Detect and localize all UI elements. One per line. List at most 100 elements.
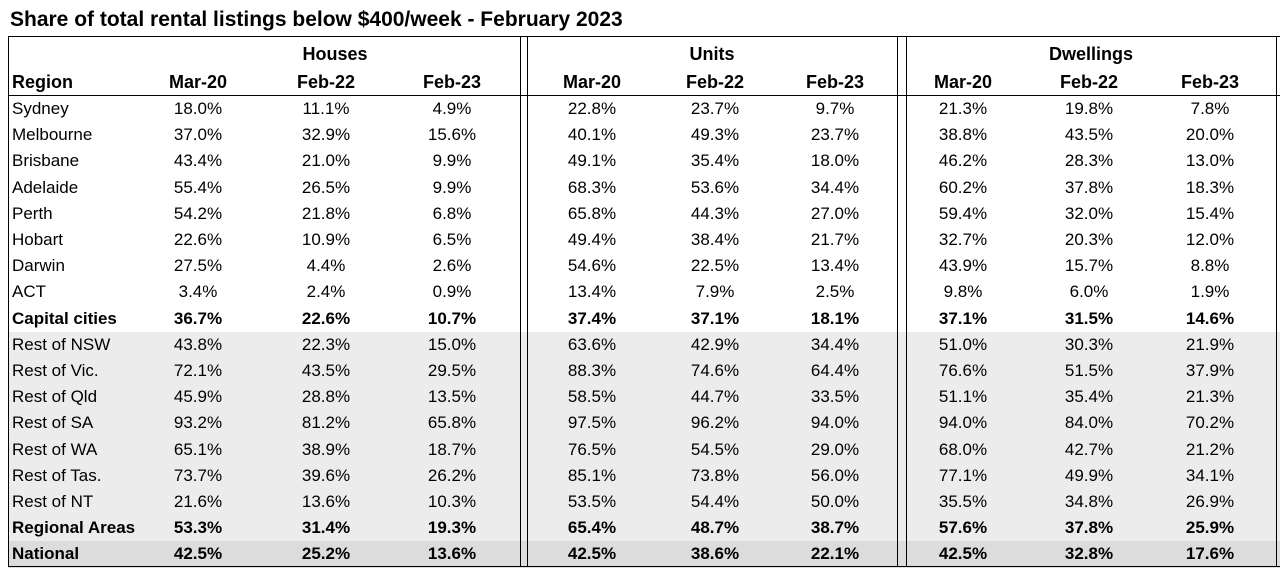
value-cell: 19.8% <box>1064 99 1114 118</box>
value-cell: 55.4% <box>173 177 223 197</box>
value-cell: 27.5% <box>173 256 223 276</box>
value-cell: 32.8% <box>1064 544 1114 564</box>
column-header-dwellings-1: Feb-22 <box>1059 72 1119 92</box>
value-cell: 51.5% <box>1064 361 1114 380</box>
value-cell: 74.6% <box>690 361 740 380</box>
region-cell: Adelaide <box>12 177 79 197</box>
value-cell: 25.9% <box>1185 518 1235 538</box>
right-border <box>1276 36 1277 567</box>
region-cell: Rest of SA <box>12 413 94 433</box>
value-cell: 49.3% <box>690 125 740 145</box>
value-cell: 94.0% <box>810 413 860 433</box>
value-cell: 18.7% <box>427 439 477 459</box>
value-cell: 51.1% <box>938 387 988 407</box>
value-cell: 43.5% <box>301 361 351 380</box>
value-cell: 11.1% <box>302 99 350 118</box>
header-rule <box>8 95 1280 96</box>
region-cell: Darwin <box>12 256 65 276</box>
region-cell: Rest of WA <box>12 439 98 459</box>
table-title: Share of total rental listings below $40… <box>10 8 623 31</box>
value-cell: 38.9% <box>301 439 351 459</box>
value-cell: 30.3% <box>1064 334 1114 354</box>
value-cell: 44.7% <box>690 387 740 407</box>
region-cell: National <box>12 544 80 564</box>
value-cell: 84.0% <box>1064 413 1114 433</box>
region-cell: Rest of Vic. <box>12 361 99 380</box>
value-cell: 1.9% <box>1190 282 1230 302</box>
value-cell: 49.9% <box>1064 465 1114 485</box>
value-cell: 25.2% <box>301 544 351 564</box>
value-cell: 22.6% <box>301 308 351 328</box>
value-cell: 68.3% <box>567 177 617 197</box>
table-row: Adelaide 55.4% 26.5% 9.9% 68.3% 53.6% 34.4% 60.… <box>8 175 1280 201</box>
region-cell: Rest of NSW <box>12 334 111 354</box>
value-cell: 29.5% <box>427 361 477 380</box>
value-cell: 7.9% <box>695 282 735 302</box>
value-cell: 70.2% <box>1185 413 1235 433</box>
value-cell: 28.3% <box>1064 151 1114 171</box>
table-row: Rest of WA 65.1% 38.9% 18.7% 76.5% 54.5% 29.0%… <box>8 436 1280 463</box>
value-cell: 8.8% <box>1190 256 1230 276</box>
table-row: Rest of Qld 45.9% 28.8% 13.5% 58.5% 44.7% 33.5… <box>8 384 1280 411</box>
value-cell: 21.8% <box>301 203 351 223</box>
region-cell: Melbourne <box>12 125 93 145</box>
value-cell: 21.3% <box>938 99 988 118</box>
value-cell: 65.4% <box>567 518 617 538</box>
value-cell: 10.9% <box>301 230 351 249</box>
value-cell: 43.5% <box>1064 125 1114 145</box>
table-row: Darwin 27.5% 4.4% 2.6% 54.6% 22.5% 13.4% 43.9% 1… <box>8 253 1280 279</box>
table-row: Hobart 22.6% 10.9% 6.5% 49.4% 38.4% 21.7% 32.7%… <box>8 227 1280 253</box>
value-cell: 23.7% <box>810 125 860 145</box>
region-cell: Rest of Qld <box>12 387 98 407</box>
value-cell: 3.4% <box>178 282 218 302</box>
region-cell: Brisbane <box>12 151 80 171</box>
column-header-houses-1: Feb-22 <box>296 72 356 92</box>
value-cell: 14.6% <box>1185 308 1235 328</box>
value-cell: 43.8% <box>173 334 223 354</box>
value-cell: 60.2% <box>938 177 988 197</box>
value-cell: 26.5% <box>301 177 351 197</box>
value-cell: 13.4% <box>810 256 860 276</box>
value-cell: 44.3% <box>690 203 740 223</box>
value-cell: 12.0% <box>1185 230 1235 249</box>
left-border <box>8 36 9 567</box>
value-cell: 37.8% <box>1064 177 1114 197</box>
value-cell: 35.5% <box>938 492 988 511</box>
value-cell: 9.8% <box>943 282 983 302</box>
value-cell: 27.0% <box>810 203 860 223</box>
group-header-houses: Houses <box>302 44 368 64</box>
value-cell: 76.6% <box>938 361 988 380</box>
value-cell: 38.6% <box>690 544 740 564</box>
value-cell: 9.7% <box>815 99 855 118</box>
value-cell: 18.1% <box>810 308 860 328</box>
value-cell: 39.6% <box>301 465 351 485</box>
value-cell: 22.5% <box>690 256 740 276</box>
value-cell: 2.6% <box>432 256 472 276</box>
value-cell: 18.0% <box>810 151 860 171</box>
value-cell: 32.9% <box>301 125 351 145</box>
value-cell: 35.4% <box>690 151 740 171</box>
value-cell: 38.7% <box>810 518 860 538</box>
value-cell: 93.2% <box>173 413 223 433</box>
value-cell: 53.6% <box>690 177 740 197</box>
value-cell: 34.8% <box>1064 492 1114 511</box>
value-cell: 35.4% <box>1064 387 1114 407</box>
value-cell: 42.5% <box>567 544 617 564</box>
table-row: Rest of SA 93.2% 81.2% 65.8% 97.5% 96.2% 94.0%… <box>8 410 1280 437</box>
value-cell: 26.2% <box>427 465 477 485</box>
value-cell: 10.3% <box>427 492 477 511</box>
value-cell: 94.0% <box>938 413 988 433</box>
value-cell: 22.1% <box>810 544 860 564</box>
table-row: National 42.5% 25.2% 13.6% 42.5% 38.6% 22.1% 42… <box>8 541 1280 568</box>
value-cell: 53.5% <box>567 492 617 511</box>
table-row: Melbourne 37.0% 32.9% 15.6% 40.1% 49.3% 23.7% 3… <box>8 122 1280 148</box>
value-cell: 29.0% <box>810 439 860 459</box>
value-cell: 6.0% <box>1069 282 1109 302</box>
value-cell: 37.0% <box>173 125 223 145</box>
value-cell: 20.3% <box>1064 230 1114 249</box>
value-cell: 54.4% <box>690 492 740 511</box>
region-column-header: Region <box>12 72 73 92</box>
value-cell: 13.6% <box>427 544 477 564</box>
bottom-rule <box>8 566 1280 567</box>
